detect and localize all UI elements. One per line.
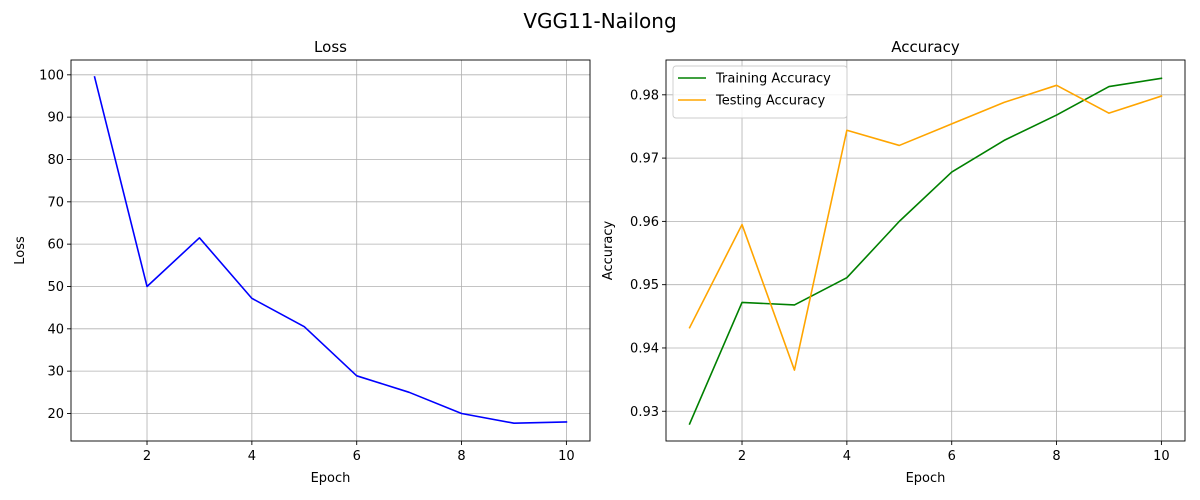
legend-box <box>672 65 848 119</box>
y-tick-label: 0.93 <box>630 405 659 420</box>
x-tick-label: 10 <box>1153 449 1170 464</box>
y-tick-label: 100 <box>39 68 64 83</box>
series-line-testing-accuracy <box>688 84 1163 371</box>
y-tick-label: 0.96 <box>630 215 659 230</box>
y-axis-label: Loss <box>13 236 28 265</box>
y-tick-label: 60 <box>47 238 64 253</box>
legend-label: Testing Accuracy <box>715 94 825 109</box>
y-tick-label: 40 <box>47 322 64 337</box>
x-tick-label: 2 <box>738 449 746 464</box>
subplot-accuracy: 2 4 6 8 10 0.93 0.94 0.95 0.96 0.97 0.98 Accuracy Ep… <box>601 38 1186 486</box>
series-line-training-accuracy <box>688 77 1163 425</box>
legend-label: Training Accuracy <box>715 72 831 87</box>
y-tick-label: 0.97 <box>630 152 659 167</box>
x-tick-label: 6 <box>353 449 361 464</box>
y-tick-label: 0.94 <box>630 341 659 356</box>
x-tick-label: 4 <box>248 449 256 464</box>
x-tick-label: 2 <box>143 449 151 464</box>
x-tick-label: 8 <box>1052 449 1060 464</box>
axes-frame <box>70 59 591 442</box>
subplot-title: Accuracy <box>891 38 960 56</box>
x-axis-label: Epoch <box>311 471 351 486</box>
y-tick-label: 30 <box>47 365 64 380</box>
y-axis-label: Accuracy <box>601 221 616 281</box>
y-tick-label: 50 <box>47 280 64 295</box>
x-tick-label: 8 <box>457 449 465 464</box>
series-line-loss <box>93 75 568 425</box>
axes-frame <box>665 59 1186 442</box>
y-tick-label: 90 <box>47 111 64 126</box>
x-tick-label: 6 <box>948 449 956 464</box>
x-tick-label: 10 <box>558 449 575 464</box>
y-tick-label: 0.95 <box>630 278 659 293</box>
y-tick-label: 70 <box>47 195 64 210</box>
y-tick-label: 20 <box>47 407 64 422</box>
subplot-title: Loss <box>314 38 347 56</box>
legend: Training Accuracy Testing Accuracy <box>672 65 848 119</box>
x-axis-label: Epoch <box>906 471 946 486</box>
subplot-loss: 2 4 6 8 10 20 30 40 50 60 70 80 90 100 Loss Epoch Loss <box>13 38 591 486</box>
y-tick-label: 0.98 <box>630 88 659 103</box>
y-tick-label: 80 <box>47 153 64 168</box>
figure-title: VGG11-Nailong <box>523 9 676 33</box>
x-tick-label: 4 <box>843 449 851 464</box>
